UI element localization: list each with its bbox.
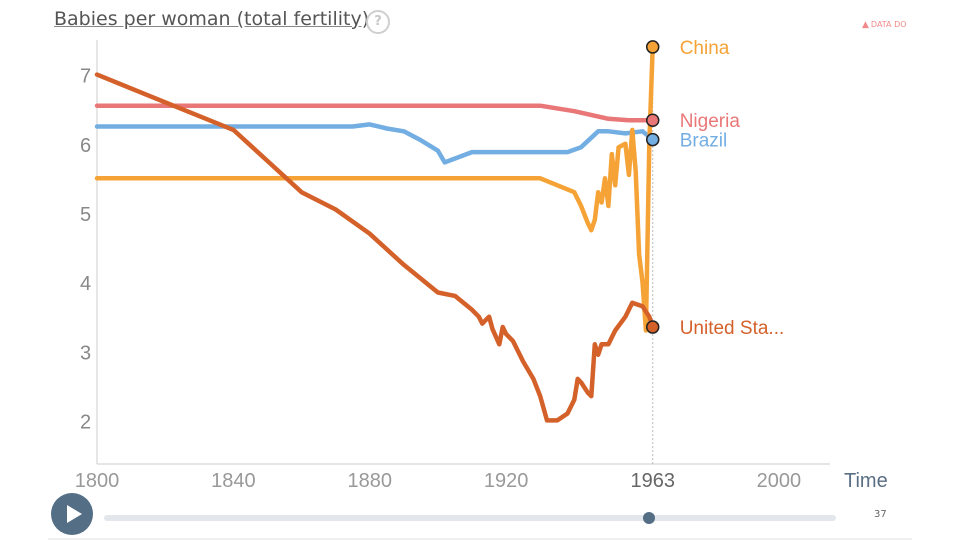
series-line-nigeria[interactable] [94,103,655,123]
series-end-marker-china[interactable] [645,40,660,54]
y-tick-label: 6 [80,135,91,157]
series-end-marker-united-states[interactable] [645,320,660,334]
series-line-china[interactable] [94,44,655,333]
help-icon[interactable]: ? [366,10,390,34]
series-label-nigeria[interactable]: Nigeria [680,111,741,132]
series-label-china[interactable]: China [680,38,730,59]
chart-title[interactable]: Babies per woman (total fertility) [54,8,370,30]
series-end-marker-nigeria[interactable] [645,113,660,127]
y-tick-label: 2 [80,411,91,433]
time-slider-thumb[interactable] [643,512,655,524]
time-slider-track[interactable] [104,515,836,521]
y-tick-label: 7 [80,66,91,88]
fertility-line-chart[interactable]: 2 3 4 5 6 7 1800 1840 1880 1920 1963 2000 Time Nig… [0,0,960,500]
series-label-united-states[interactable]: United Sta... [680,318,785,339]
series-line-brazil[interactable] [94,122,655,165]
series-lines [94,44,655,423]
data-warning[interactable]: ▲ DATA DO [862,20,907,30]
x-axis-ticks: 1800 1840 1880 1920 1963 2000 [75,470,801,492]
x-tick-label: 1963 [630,470,675,492]
series-label-brazil[interactable]: Brazil [680,131,728,152]
play-button[interactable] [51,493,93,535]
y-axis-ticks: 2 3 4 5 6 7 [80,66,91,434]
data-warning-label: DATA DO [870,20,907,29]
series-line-united-states[interactable] [94,72,655,423]
x-axis-label[interactable]: Time [844,470,888,492]
divider [48,538,912,540]
x-tick-label: 2000 [757,470,802,492]
x-tick-label: 1920 [484,470,529,492]
play-icon [67,505,82,523]
page-number: 37 [874,509,887,520]
x-tick-label: 1800 [75,470,120,492]
warning-icon: ▲ [862,20,869,30]
x-tick-label: 1880 [347,470,392,492]
series-end-markers [645,40,660,334]
series-end-marker-brazil[interactable] [645,132,660,147]
y-tick-label: 5 [80,204,91,226]
x-tick-label: 1840 [211,470,256,492]
y-tick-label: 3 [80,342,91,364]
y-tick-label: 4 [80,273,91,295]
